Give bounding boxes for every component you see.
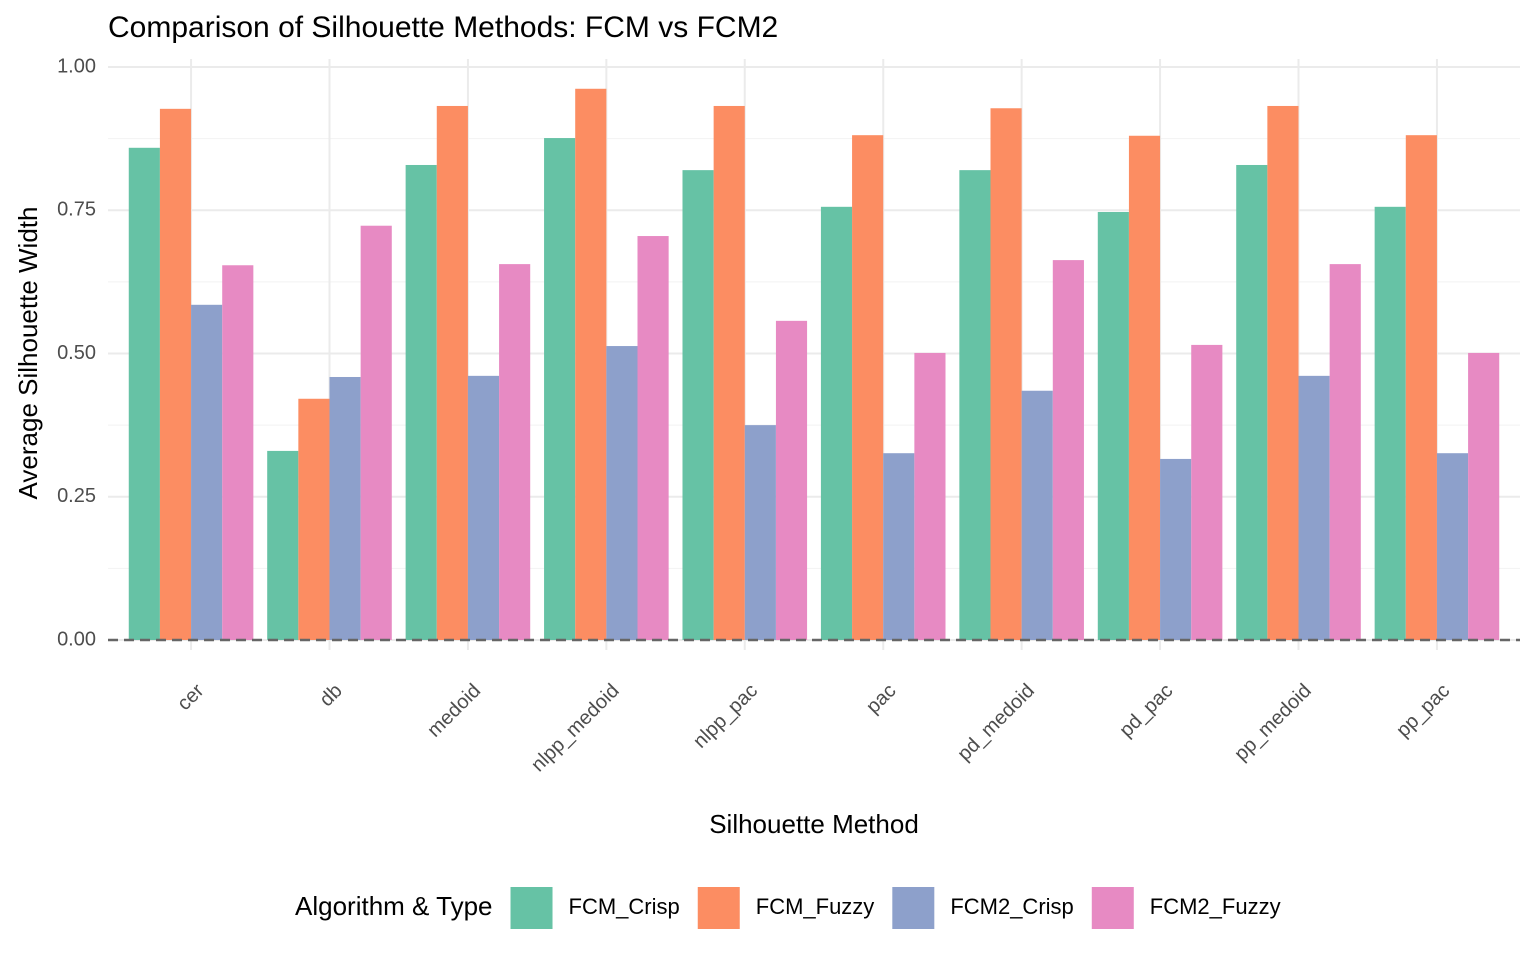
legend-key	[510, 887, 553, 929]
bar	[606, 346, 638, 640]
y-tick-label: 0.00	[57, 628, 96, 650]
bar	[191, 304, 223, 640]
x-tick-label: pd_pac	[1115, 680, 1177, 742]
chart-title: Comparison of Silhouette Methods: FCM vs…	[108, 11, 778, 44]
y-tick-label: 0.50	[57, 342, 96, 364]
bar	[1329, 264, 1361, 640]
bar	[637, 236, 669, 640]
legend-label: FCM2_Crisp	[950, 894, 1073, 919]
bar	[222, 265, 254, 640]
legend-key	[892, 887, 935, 929]
legend-title: Algorithm & Type	[295, 891, 493, 921]
legend-label: FCM_Crisp	[569, 894, 680, 919]
bar	[267, 450, 299, 640]
bar	[575, 88, 607, 641]
legend-label: FCM_Fuzzy	[756, 894, 875, 919]
x-tick-label: medoid	[423, 680, 485, 742]
bar	[436, 105, 468, 641]
bar	[682, 170, 714, 640]
legend-label: FCM2_Fuzzy	[1150, 894, 1281, 919]
bar	[1097, 211, 1129, 640]
bar	[159, 108, 192, 641]
bar	[775, 320, 808, 640]
bar	[1128, 135, 1161, 640]
y-tick-label: 1.00	[57, 55, 96, 77]
y-tick-label: 0.75	[57, 199, 96, 221]
x-tick-label: pac	[862, 680, 900, 718]
bar	[1191, 344, 1223, 640]
x-tick-label: nlpp_medoid	[527, 680, 624, 777]
bar	[405, 164, 437, 640]
bar	[914, 352, 946, 640]
x-axis-title: Silhouette Method	[709, 809, 919, 839]
bar	[1374, 206, 1406, 640]
legend-key	[697, 887, 740, 929]
bar	[1405, 135, 1437, 640]
x-tick-label: db	[315, 680, 346, 711]
bar	[820, 206, 853, 640]
bar	[467, 375, 500, 640]
bar	[744, 425, 776, 640]
bar	[713, 105, 745, 641]
bar	[1267, 105, 1299, 641]
bar	[329, 376, 361, 640]
y-axis-title: Average Silhouette Width	[13, 207, 43, 500]
bar	[852, 135, 884, 640]
bar	[360, 225, 392, 640]
x-tick-label: pp_pac	[1392, 680, 1454, 742]
bar	[1236, 164, 1268, 640]
bar	[959, 170, 991, 640]
bar	[1468, 352, 1500, 640]
bar	[990, 108, 1022, 641]
bar	[1160, 458, 1192, 640]
bar	[1052, 260, 1084, 640]
bar	[1436, 453, 1469, 640]
bar	[883, 453, 915, 640]
y-tick-label: 0.25	[57, 485, 96, 507]
bar	[128, 147, 160, 640]
x-tick-label: cer	[173, 679, 208, 714]
bar	[499, 264, 531, 640]
bar	[1298, 375, 1330, 640]
bar	[544, 138, 576, 640]
bar	[298, 398, 330, 640]
x-tick-label: pd_medoid	[953, 680, 1039, 766]
bar	[1021, 390, 1053, 640]
x-tick-label: nlpp_pac	[689, 680, 762, 753]
legend-key	[1091, 887, 1134, 929]
x-tick-label: pp_medoid	[1230, 680, 1316, 766]
